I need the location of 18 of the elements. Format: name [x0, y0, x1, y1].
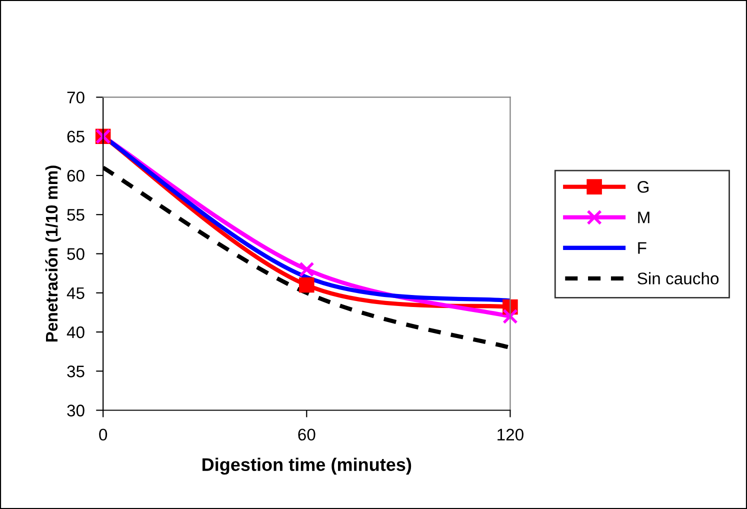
y-tick-label: 40 — [66, 326, 84, 338]
y-axis-title: Penetración (1/10 mm) — [45, 166, 61, 342]
y-tick-label: 45 — [66, 287, 84, 300]
x-tick-label: 120 — [498, 428, 524, 441]
y-tick-label: 50 — [67, 248, 84, 260]
x-axis-title: Digestion time (minutes) — [202, 458, 412, 475]
x-tick-label: 0 — [99, 428, 108, 441]
legend-label: F — [638, 242, 646, 254]
y-tick-label: 35 — [67, 366, 84, 378]
legend-label: M — [638, 212, 650, 224]
y-tick-label: 65 — [67, 130, 84, 143]
y-tick-label: 55 — [67, 209, 84, 221]
y-tick-label: 60 — [67, 170, 84, 182]
x-tick-label: 60 — [298, 428, 316, 441]
legend-label: Sin caucho — [638, 272, 719, 284]
y-tick-label: 70 — [67, 92, 84, 104]
legend-label: G — [638, 181, 649, 193]
y-tick-label: 30 — [67, 404, 84, 416]
